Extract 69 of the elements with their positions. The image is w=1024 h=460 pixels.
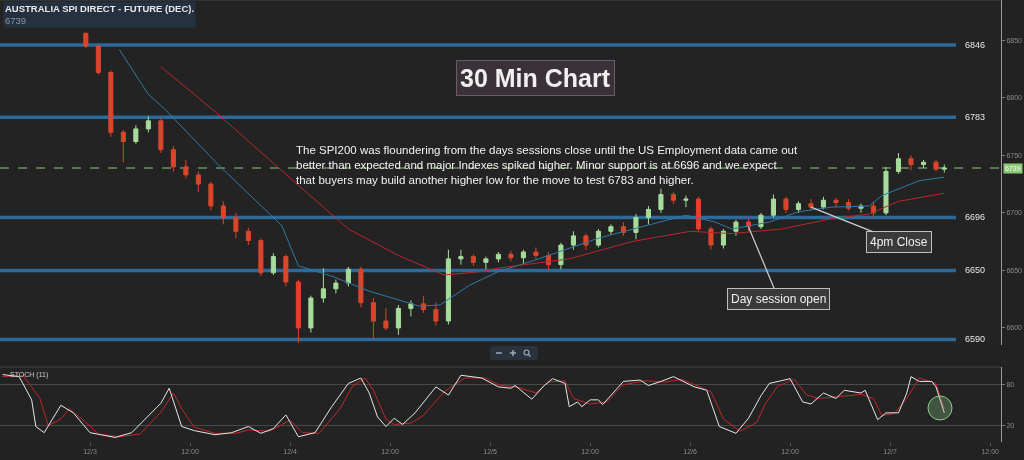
candlestick bbox=[483, 256, 489, 270]
candlestick bbox=[770, 193, 776, 218]
ref-line-label: 6846 bbox=[965, 40, 986, 50]
candlestick bbox=[908, 154, 914, 171]
candlestick bbox=[333, 279, 339, 294]
chart-title: AUSTRALIA SPI DIRECT - FUTURE (DEC). bbox=[5, 3, 195, 14]
candlestick bbox=[708, 226, 714, 251]
candlestick bbox=[720, 228, 726, 250]
candlestick bbox=[808, 198, 814, 212]
candlestick bbox=[533, 246, 539, 260]
candlestick bbox=[83, 31, 89, 49]
ref-line-label: 6590 bbox=[965, 334, 986, 344]
candlestick bbox=[233, 212, 239, 239]
candlestick bbox=[270, 252, 276, 276]
candlestick bbox=[645, 205, 651, 225]
candlestick bbox=[758, 212, 764, 230]
candlestick bbox=[795, 200, 802, 214]
candlestick bbox=[408, 299, 414, 317]
candlestick bbox=[295, 279, 301, 344]
candlestick bbox=[495, 251, 501, 263]
candlestick bbox=[658, 188, 664, 214]
candlestick bbox=[158, 118, 164, 154]
candlestick bbox=[220, 200, 226, 225]
candlestick bbox=[308, 295, 314, 334]
candlestick bbox=[670, 191, 676, 205]
ref-line-label: 6696 bbox=[965, 212, 986, 222]
candlestick bbox=[883, 166, 889, 216]
candlestick bbox=[383, 307, 389, 331]
candlestick bbox=[283, 253, 289, 288]
candlestick bbox=[508, 250, 514, 262]
candlestick bbox=[458, 249, 464, 266]
ref-line-label: 6650 bbox=[965, 265, 986, 275]
candlestick bbox=[195, 170, 201, 193]
candlestick bbox=[933, 159, 939, 172]
candlestick bbox=[370, 297, 376, 339]
candlestick bbox=[570, 230, 576, 251]
candlestick bbox=[345, 266, 351, 288]
candlestick bbox=[108, 69, 114, 138]
candlestick bbox=[445, 249, 451, 325]
candlestick bbox=[520, 249, 526, 265]
candlestick bbox=[258, 237, 264, 277]
candlestick bbox=[320, 267, 326, 304]
annotation: Day session open bbox=[731, 292, 827, 306]
candlestick bbox=[358, 266, 364, 308]
candlestick bbox=[208, 181, 214, 212]
candlestick bbox=[833, 197, 839, 208]
candlestick bbox=[120, 129, 126, 163]
candlestick bbox=[145, 115, 151, 133]
candlestick bbox=[783, 196, 789, 214]
candlestick bbox=[245, 227, 251, 246]
annotation: 4pm Close bbox=[870, 235, 928, 249]
annotation: 30 Min Chart bbox=[460, 64, 611, 92]
candlestick bbox=[920, 159, 927, 169]
candlestick bbox=[470, 253, 476, 267]
ref-line-label: 6783 bbox=[965, 112, 986, 122]
annotation: The SPI200 was floundering from the days sessions close until the US Employment data came out better than expected and major Indexes spiked higher. Minor support is at 6696 and we expect that buyers may build another higher low for the move to test 6783 and higher. bbox=[296, 144, 798, 186]
candlestick bbox=[133, 124, 139, 145]
candlestick bbox=[183, 159, 189, 179]
candlestick bbox=[95, 44, 101, 76]
candlestick bbox=[433, 302, 439, 327]
text: 6739 bbox=[5, 15, 27, 27]
candlestick bbox=[170, 145, 176, 172]
candlestick bbox=[895, 152, 902, 175]
candlestick bbox=[683, 195, 689, 208]
candlestick bbox=[695, 196, 701, 232]
candlestick bbox=[395, 304, 401, 336]
candlestick bbox=[633, 213, 639, 240]
candlestick bbox=[820, 196, 827, 210]
candlestick bbox=[608, 223, 614, 236]
